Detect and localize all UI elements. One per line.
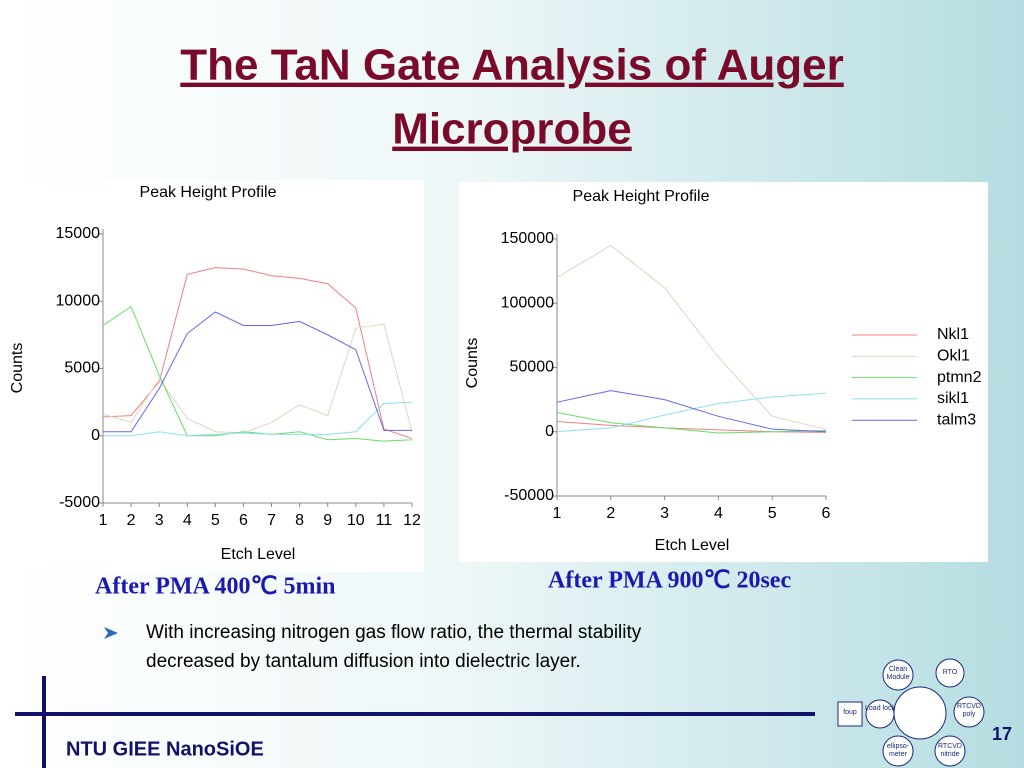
bullet-icon (104, 627, 118, 639)
caption: After PMA 400℃ 5min (95, 574, 335, 600)
x-tick-label: 9 (323, 512, 332, 529)
x-tick-label: 7 (267, 512, 276, 529)
y-tick-label: 150000 (501, 230, 554, 247)
x-tick-label: 12 (403, 512, 421, 529)
x-tick-label: 2 (127, 512, 136, 529)
slide-title: Microprobe (392, 105, 632, 154)
x-tick-label: 8 (295, 512, 304, 529)
logo-hub (893, 686, 947, 740)
y-tick-label: 5000 (64, 360, 100, 377)
y-tick-label: 10000 (56, 292, 101, 309)
logo-label: Load lock (865, 705, 895, 712)
bullet-text: With increasing nitrogen gas flow ratio,… (146, 622, 642, 643)
y-tick-label: -50000 (504, 487, 554, 504)
x-tick-label: 4 (183, 512, 192, 529)
page-number: 17 (992, 724, 1012, 744)
logo-node (882, 735, 914, 767)
legend-label: Okl1 (937, 348, 970, 365)
legend-label: ptmn2 (937, 369, 982, 386)
y-tick-label: 0 (91, 427, 100, 444)
logo-node (953, 696, 985, 728)
y-tick-label: 100000 (501, 294, 554, 311)
x-tick-label: 6 (239, 512, 248, 529)
logo-node (934, 735, 966, 767)
footer: NTU GIEE NanoSiOE (66, 738, 264, 760)
x-tick-label: 5 (768, 505, 777, 522)
y-tick-label: -5000 (59, 494, 100, 511)
logo-label: foup (843, 709, 857, 716)
logo (837, 658, 985, 767)
x-tick-label: 3 (155, 512, 164, 529)
logo-label: RTCVD nitride (938, 743, 962, 758)
series-line (102, 305, 413, 442)
x-axis-label: Etch Level (655, 537, 730, 554)
series-line (103, 401, 413, 437)
series-line (556, 244, 827, 430)
x-tick-label: 2 (606, 505, 615, 522)
series-line (556, 392, 827, 433)
logo-node (865, 699, 895, 729)
x-tick-label: 1 (553, 505, 562, 522)
y-axis-label: Counts (9, 343, 26, 394)
legend-label: talm3 (937, 411, 976, 428)
x-tick-label: 1 (99, 512, 108, 529)
chart-title: Peak Height Profile (140, 184, 277, 201)
x-tick-label: 10 (347, 512, 365, 529)
logo-node (882, 659, 914, 691)
x-axis-label: Etch Level (221, 546, 296, 563)
legend-label: sikl1 (937, 390, 969, 407)
logo-box (837, 701, 863, 727)
y-axis-label: Counts (464, 338, 481, 389)
logo-label: ellipso-meter (886, 743, 910, 758)
x-tick-label: 5 (211, 512, 220, 529)
series-line (556, 390, 827, 433)
slide-title: The TaN Gate Analysis of Auger (180, 41, 843, 90)
legend-label: Nkl1 (937, 326, 969, 343)
x-tick-label: 3 (660, 505, 669, 522)
chart-title: Peak Height Profile (573, 188, 710, 205)
y-tick-label: 0 (545, 423, 554, 440)
logo-label: RTO (942, 669, 958, 676)
chart-background (0, 180, 424, 572)
logo-node (935, 658, 965, 688)
bullet-text: decreased by tantalum diffusion into die… (146, 651, 581, 672)
series-line (102, 323, 413, 434)
x-tick-label: 6 (822, 505, 831, 522)
caption: After PMA 900℃ 20sec (548, 568, 791, 594)
y-tick-label: 50000 (510, 359, 555, 376)
x-tick-label: 11 (376, 512, 393, 529)
series-line (103, 311, 412, 433)
series-line (556, 411, 827, 434)
logo-label: RTCVD poly (957, 703, 981, 718)
x-tick-label: 4 (714, 505, 723, 522)
logo-label: Clean Module (886, 666, 910, 681)
y-tick-label: 15000 (56, 225, 101, 242)
chart-background (459, 182, 988, 562)
series-line (102, 267, 413, 439)
